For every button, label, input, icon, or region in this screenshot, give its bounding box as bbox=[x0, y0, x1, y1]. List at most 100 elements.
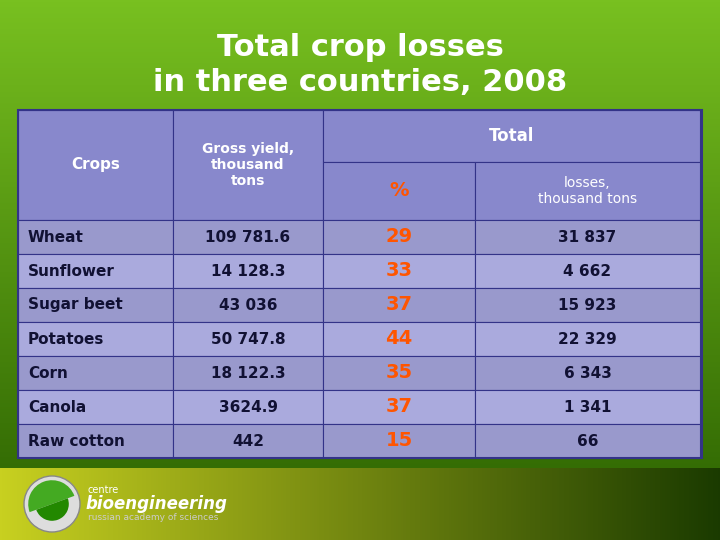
Bar bbox=[0, 434, 720, 436]
Bar bbox=[0, 407, 720, 409]
Text: 18 122.3: 18 122.3 bbox=[211, 366, 285, 381]
Bar bbox=[192, 468, 194, 540]
Bar bbox=[214, 468, 216, 540]
Bar bbox=[598, 468, 600, 540]
Bar bbox=[362, 468, 365, 540]
Bar bbox=[317, 468, 319, 540]
Bar bbox=[0, 414, 720, 416]
Text: 50 747.8: 50 747.8 bbox=[211, 332, 285, 347]
Text: 15 923: 15 923 bbox=[558, 298, 617, 313]
Bar bbox=[0, 221, 720, 223]
Bar bbox=[0, 468, 720, 470]
Bar bbox=[391, 468, 394, 540]
Bar bbox=[636, 468, 639, 540]
Bar bbox=[403, 468, 405, 540]
Bar bbox=[502, 468, 504, 540]
Bar bbox=[233, 468, 235, 540]
Bar bbox=[415, 468, 418, 540]
Bar bbox=[0, 432, 720, 434]
Bar bbox=[0, 383, 720, 385]
Bar bbox=[0, 15, 720, 16]
Bar bbox=[166, 468, 168, 540]
Bar bbox=[0, 360, 720, 362]
Bar bbox=[0, 528, 720, 529]
Bar bbox=[0, 536, 720, 538]
Bar bbox=[293, 468, 295, 540]
Bar bbox=[0, 36, 720, 38]
Bar bbox=[108, 468, 110, 540]
Bar bbox=[252, 468, 254, 540]
Bar bbox=[706, 468, 708, 540]
Bar bbox=[106, 468, 108, 540]
Bar bbox=[254, 468, 257, 540]
Bar bbox=[269, 468, 271, 540]
Bar bbox=[0, 189, 720, 191]
Bar bbox=[0, 198, 720, 200]
Text: 6 343: 6 343 bbox=[564, 366, 611, 381]
Bar bbox=[0, 254, 720, 255]
Bar bbox=[113, 468, 115, 540]
Bar bbox=[0, 194, 720, 196]
Bar bbox=[125, 468, 127, 540]
Bar bbox=[0, 70, 720, 72]
Bar bbox=[0, 25, 720, 27]
Bar bbox=[576, 468, 578, 540]
Bar bbox=[322, 468, 324, 540]
Bar bbox=[0, 378, 720, 380]
Bar bbox=[0, 520, 720, 522]
Bar bbox=[315, 468, 317, 540]
Bar bbox=[567, 468, 569, 540]
Bar bbox=[151, 468, 153, 540]
Bar bbox=[475, 254, 700, 288]
Bar bbox=[0, 245, 720, 247]
Bar bbox=[175, 468, 178, 540]
Bar bbox=[0, 457, 720, 459]
Bar bbox=[0, 454, 720, 455]
Bar bbox=[153, 468, 156, 540]
Text: 37: 37 bbox=[385, 397, 413, 416]
Bar bbox=[0, 23, 720, 25]
Bar bbox=[0, 182, 720, 184]
Bar bbox=[0, 76, 720, 77]
Bar bbox=[103, 468, 106, 540]
Bar bbox=[0, 281, 720, 282]
Text: Wheat: Wheat bbox=[28, 230, 84, 245]
Bar bbox=[0, 349, 720, 351]
Bar bbox=[0, 234, 720, 236]
Bar bbox=[0, 509, 720, 511]
Bar bbox=[0, 486, 720, 488]
Bar bbox=[0, 247, 720, 248]
Bar bbox=[0, 90, 720, 92]
Bar bbox=[94, 468, 96, 540]
Bar bbox=[0, 115, 720, 117]
Bar bbox=[703, 468, 706, 540]
Bar bbox=[600, 468, 603, 540]
Bar bbox=[120, 468, 122, 540]
Bar bbox=[216, 468, 218, 540]
Bar bbox=[701, 468, 703, 540]
Bar bbox=[0, 139, 720, 140]
Bar bbox=[473, 468, 475, 540]
Bar bbox=[686, 468, 689, 540]
Bar bbox=[0, 317, 720, 319]
Bar bbox=[547, 468, 549, 540]
Bar bbox=[0, 362, 720, 363]
Bar bbox=[72, 468, 74, 540]
Bar bbox=[718, 468, 720, 540]
Bar bbox=[595, 468, 598, 540]
Bar bbox=[475, 220, 700, 254]
Bar bbox=[0, 339, 720, 340]
Bar bbox=[55, 468, 58, 540]
Bar bbox=[0, 113, 720, 115]
Bar bbox=[323, 390, 475, 424]
Bar bbox=[0, 178, 720, 180]
Bar bbox=[0, 367, 720, 369]
Bar bbox=[243, 468, 245, 540]
Bar bbox=[223, 468, 225, 540]
Bar bbox=[646, 468, 648, 540]
Bar bbox=[0, 266, 720, 268]
Bar bbox=[0, 216, 720, 218]
Bar bbox=[581, 468, 583, 540]
Bar bbox=[0, 277, 720, 279]
Text: %: % bbox=[390, 181, 409, 200]
